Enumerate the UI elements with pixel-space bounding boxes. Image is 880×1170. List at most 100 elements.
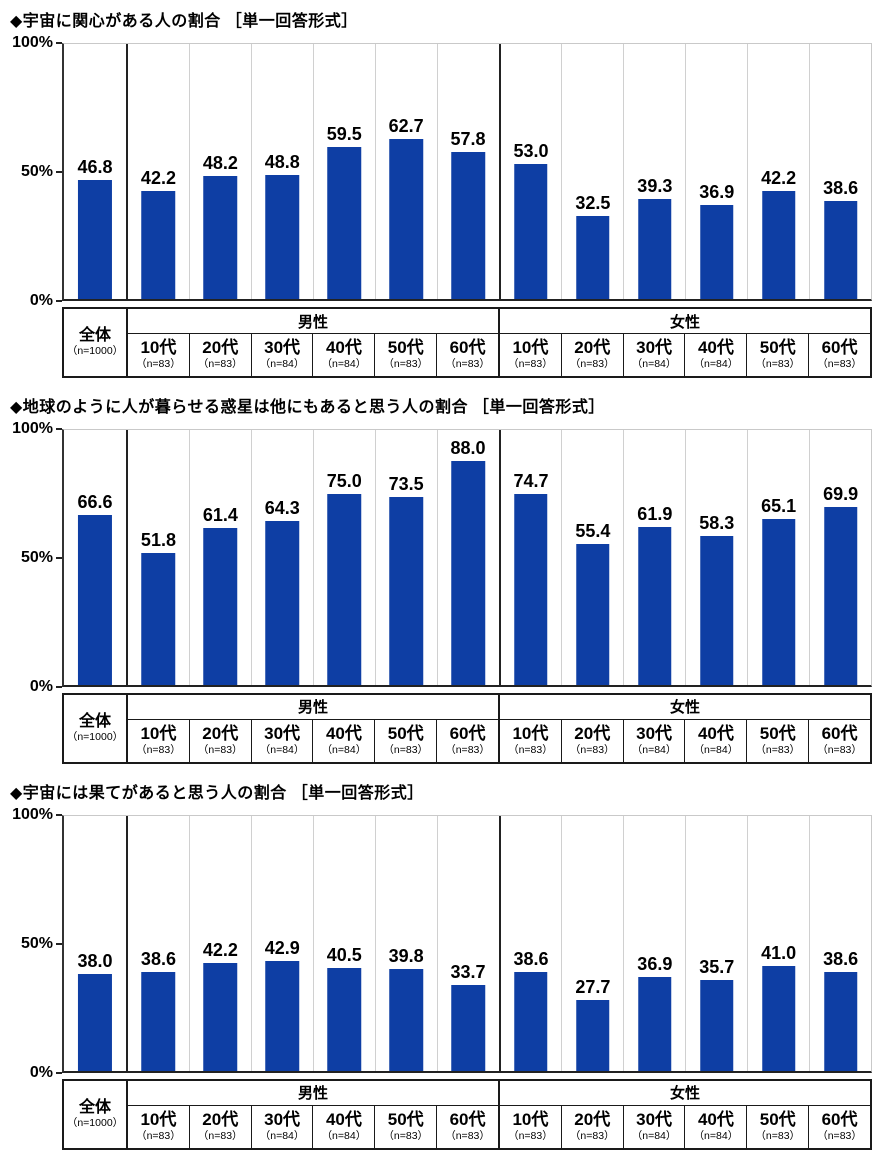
bar [700,536,734,685]
age-label: 60代 [449,723,486,743]
bar-column: 39.3 [624,44,687,299]
age-cell: 10代 （n=83） [128,1105,190,1148]
age-label: 30代 [264,723,301,743]
bar-value-label: 32.5 [575,193,611,214]
bar-value-label: 65.1 [761,495,797,516]
group-section: 男性 10代 （n=83） 20代 （n=83） 30代 （n=84） 40代 （n=84） 50… [128,309,498,376]
bar [823,200,858,299]
bar-column: 61.4 [190,429,252,685]
bar-column: 42.2 [128,44,190,299]
age-cell: 10代 （n=83） [128,334,190,376]
age-n: （n=84） [631,358,677,371]
bar [761,966,796,1071]
y-axis: 100% 50% 0% [10,420,62,695]
overall-cell: 全体 （n=1000） [64,1080,128,1148]
bar [514,972,548,1071]
bar-column: 53.0 [501,44,563,299]
age-n: （n=84） [259,744,305,757]
age-row: 10代 （n=83） 20代 （n=83） 30代 （n=84） 40代 （n=84） 50代（… [500,334,870,376]
age-cell: 60代 （n=83） [809,1106,870,1148]
age-n: （n=84） [259,1130,305,1143]
age-n: （n=83） [755,744,801,757]
age-cell: 40代 （n=84） [313,719,376,762]
bar-value-label: 88.0 [450,437,486,458]
plot-area: 38.0 38.6 42.2 42.9 40.5 39.8 33.7 38.6 27.7 36.9… [62,814,872,1073]
bar [576,216,610,299]
age-label: 40代 [325,723,362,743]
age-n: （n=83） [197,358,243,371]
age-label: 50代 [759,723,796,743]
overall-cell: 全体 （n=1000） [64,309,128,376]
age-n: （n=83） [445,1130,490,1143]
bar-column: 35.7 [686,815,749,1071]
bar-column: 27.7 [562,815,625,1071]
age-row: 10代 （n=83） 20代 （n=83） 30代 （n=84） 40代 （n=84） 50代（… [128,334,498,376]
age-n: （n=83） [508,744,553,757]
age-cell: 40代 （n=84） [685,719,748,762]
y-axis-tick [56,685,62,688]
bar [265,961,300,1071]
bar-column: 58.3 [686,429,749,685]
bar [576,1000,610,1071]
age-n: （n=83） [817,744,862,757]
bar-value-label: 62.7 [388,116,424,137]
age-n: （n=83） [817,1130,862,1143]
chart-area: 100% 50% 0% 66.6 51.8 61.4 64.3 75.0 73.5 88.0 74.… [10,420,872,695]
bar-column: 38.6 [810,816,871,1071]
age-label: 30代 [636,723,673,743]
age-label: 30代 [264,1109,301,1129]
age-label: 50代 [387,723,424,743]
bar [451,460,485,685]
bar-column: 75.0 [314,429,376,685]
bar [389,969,423,1071]
bar-column: 36.9 [624,815,687,1071]
bar [700,979,734,1071]
age-cell: 10代 （n=83） [500,719,562,762]
bar-column: 32.5 [562,44,625,299]
overall-n: （n=1000） [66,1117,124,1130]
bar-value-label: 38.0 [77,950,113,971]
bar [77,515,113,685]
age-label: 10代 [140,338,177,357]
bar-column: 46.8 [64,44,128,299]
age-n: （n=83） [508,358,553,371]
age-cell: 40代 （n=84） [685,1105,748,1148]
bar [203,528,238,685]
y-axis-label: 50% [20,163,53,180]
age-label: 60代 [449,1109,486,1129]
bar-value-label: 53.0 [513,140,549,161]
plot-area: 46.8 42.2 48.2 48.8 59.5 62.7 57.8 53.0 32.5 39.3… [62,43,872,301]
age-n: （n=84） [693,358,739,371]
age-row: 10代 （n=83） 20代 （n=83） 30代 （n=84） 40代 （n=84） 50代（… [500,719,870,762]
bar-column: 42.9 [252,815,314,1071]
age-n: （n=84） [693,1130,739,1143]
category-table: 全体 （n=1000） 男性 10代 （n=83） 20代 （n=83） 30代 （n=84） 4… [62,307,872,378]
category-table: 全体 （n=1000） 男性 10代 （n=83） 20代 （n=83） 30代 （n=84） 4… [62,1078,872,1150]
bar-column: 40.5 [314,815,376,1071]
age-cell: 30代 （n=84） [624,334,686,376]
bar-value-label: 42.9 [264,938,300,959]
bar-column: 38.0 [64,815,128,1071]
age-label: 10代 [512,723,549,743]
age-label: 30代 [636,338,673,357]
age-n: （n=84） [693,744,739,757]
y-axis-tick [56,427,62,430]
age-label: 30代 [636,1109,673,1129]
bar-value-label: 61.9 [637,504,673,525]
bar [451,151,485,299]
y-axis-tick [56,42,62,44]
age-cell: 60代 （n=83） [437,1106,498,1148]
group-section: 女性 10代 （n=83） 20代 （n=83） 30代 （n=84） 40代 （n=84） 50… [498,309,870,376]
bar-column: 59.5 [314,44,376,299]
survey-charts-page: ◆宇宙に関心がある人の割合 ［単一回答形式］ 100% 50% 0% 46.8 42.2 4… [10,7,872,1150]
bar-value-label: 39.3 [637,175,673,196]
bar [638,527,672,685]
bar-value-label: 38.6 [823,949,859,970]
overall-label: 全体 [78,712,111,730]
chart-block: ◆宇宙に関心がある人の割合 ［単一回答形式］ 100% 50% 0% 46.8 42.2 4… [10,7,872,378]
age-label: 40代 [697,723,734,743]
age-cell: 30代 （n=84） [624,719,686,762]
y-axis-tick [56,300,62,302]
bar-value-label: 42.2 [140,168,176,189]
group-section: 男性 10代 （n=83） 20代 （n=83） 30代 （n=84） 40代 （n=84） 50… [128,695,498,762]
